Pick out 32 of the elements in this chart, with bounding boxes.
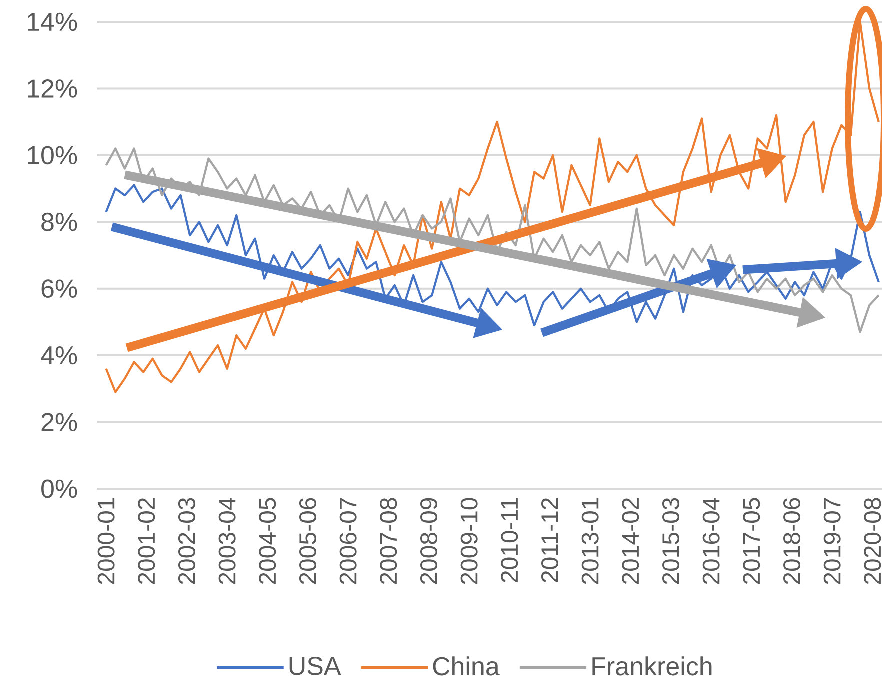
x-tick-label: 2002-03 bbox=[178, 498, 196, 584]
x-tick-label: 2010-11 bbox=[501, 498, 518, 582]
legend-label: China bbox=[433, 656, 500, 676]
y-tick-label: 2% bbox=[42, 413, 78, 432]
x-tick-label: 2007-08 bbox=[380, 498, 398, 584]
x-tick-label: 2006-07 bbox=[340, 498, 357, 584]
x-tick-label: 2011-12 bbox=[541, 498, 558, 582]
x-tick-label: 2009-10 bbox=[460, 498, 478, 584]
legend-label: Frankreich bbox=[592, 656, 712, 676]
y-tick-label: 0% bbox=[42, 480, 78, 498]
line-series bbox=[105, 148, 880, 334]
y-tick-label: 4% bbox=[41, 346, 78, 365]
x-tick-label: 2000-01 bbox=[98, 498, 115, 584]
x-tick-label: 2008-09 bbox=[420, 498, 438, 584]
x-tick-label: 2017-05 bbox=[743, 498, 760, 584]
x-tick-label: 2013-01 bbox=[582, 498, 599, 584]
y-tick-label: 10% bbox=[28, 146, 78, 165]
x-tick-label: 2015-03 bbox=[662, 498, 680, 584]
legend-label: USA bbox=[290, 656, 342, 676]
x-tick-label: 2005-06 bbox=[299, 498, 316, 584]
y-tick-label: 6% bbox=[42, 280, 78, 298]
x-tick-label: 2019-07 bbox=[824, 498, 841, 584]
y-tick-label: 8% bbox=[42, 212, 78, 232]
x-tick-label: 2016-04 bbox=[702, 498, 720, 584]
x-tick-label: 2001-02 bbox=[138, 498, 156, 584]
x-tick-label: 2004-05 bbox=[259, 498, 276, 584]
x-tick-label: 2014-02 bbox=[622, 498, 640, 584]
x-tick-label: 2003-04 bbox=[218, 498, 236, 584]
x-tick-label: 2018-06 bbox=[784, 498, 801, 584]
y-tick-label: 14% bbox=[28, 12, 78, 32]
y-tick-label: 12% bbox=[28, 80, 78, 98]
x-tick-label: 2020-08 bbox=[864, 498, 882, 584]
